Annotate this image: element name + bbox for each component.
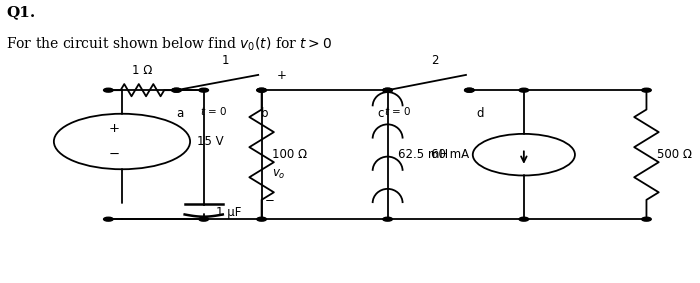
Circle shape <box>104 217 113 221</box>
Text: 1: 1 <box>222 53 230 67</box>
Circle shape <box>172 88 181 92</box>
Text: 60 mA: 60 mA <box>431 148 470 161</box>
Text: −: − <box>265 194 275 207</box>
Circle shape <box>257 217 267 221</box>
Circle shape <box>104 88 113 92</box>
Circle shape <box>383 88 393 92</box>
Text: $t$ = 0: $t$ = 0 <box>200 106 228 117</box>
Text: 2: 2 <box>432 53 439 67</box>
Circle shape <box>642 88 651 92</box>
Text: $v_o$: $v_o$ <box>272 168 286 181</box>
Text: Q1.: Q1. <box>6 6 36 20</box>
Circle shape <box>383 217 393 221</box>
Text: $t$ = 0: $t$ = 0 <box>384 106 412 117</box>
Text: For the circuit shown below find $v_0(t)$ for $t > 0$: For the circuit shown below find $v_0(t)… <box>6 36 332 53</box>
Circle shape <box>465 88 474 92</box>
Circle shape <box>199 217 209 221</box>
Circle shape <box>519 88 528 92</box>
Text: a: a <box>176 107 183 120</box>
Circle shape <box>642 217 651 221</box>
Circle shape <box>199 88 209 92</box>
Text: 1 μF: 1 μF <box>216 206 242 219</box>
Text: −: − <box>108 148 120 161</box>
Circle shape <box>172 88 181 92</box>
Text: 15 V: 15 V <box>197 135 223 148</box>
Text: 1 Ω: 1 Ω <box>132 64 153 77</box>
Text: d: d <box>476 107 484 120</box>
Circle shape <box>257 88 267 92</box>
Circle shape <box>383 88 393 92</box>
Text: 62.5 mH: 62.5 mH <box>398 148 448 161</box>
Circle shape <box>465 88 474 92</box>
Text: 100 Ω: 100 Ω <box>272 148 307 161</box>
Text: +: + <box>277 69 287 82</box>
Circle shape <box>257 88 267 92</box>
Text: +: + <box>108 122 119 135</box>
Circle shape <box>519 217 528 221</box>
Text: b: b <box>261 107 269 120</box>
Text: 500 Ω: 500 Ω <box>657 148 692 161</box>
Text: c: c <box>378 107 384 120</box>
